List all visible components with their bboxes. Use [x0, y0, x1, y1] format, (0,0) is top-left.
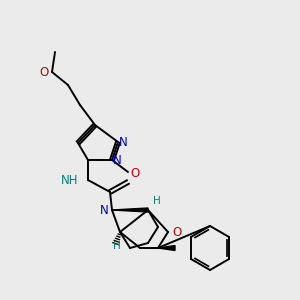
Text: H: H	[113, 241, 121, 251]
Text: O: O	[172, 226, 181, 238]
Text: N: N	[100, 203, 109, 217]
Text: O: O	[130, 167, 139, 180]
Text: N: N	[113, 154, 122, 166]
Text: H: H	[153, 196, 161, 206]
Text: NH: NH	[61, 173, 78, 187]
Polygon shape	[112, 208, 148, 212]
Text: O: O	[40, 65, 49, 79]
Text: N: N	[119, 136, 128, 148]
Polygon shape	[158, 245, 175, 250]
